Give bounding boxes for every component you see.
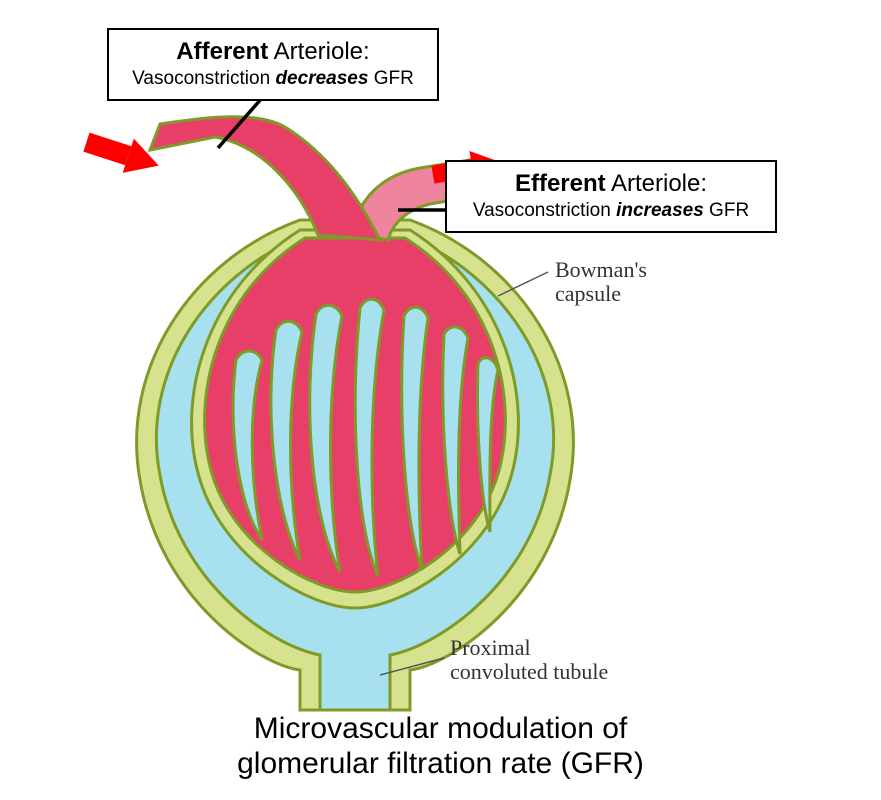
efferent-title-bold: Efferent bbox=[515, 170, 606, 197]
caption-line1: Microvascular modulation of bbox=[254, 712, 628, 745]
afferent-arteriole bbox=[150, 117, 380, 240]
efferent-sub-pre: Vasoconstriction bbox=[473, 200, 616, 221]
afferent-sub-pre: Vasoconstriction bbox=[132, 68, 275, 89]
afferent-title-rest: Arteriole: bbox=[268, 38, 369, 65]
afferent-callout: Afferent Arteriole: Vasoconstriction dec… bbox=[107, 28, 439, 101]
efferent-callout: Efferent Arteriole: Vasoconstriction inc… bbox=[445, 160, 777, 233]
afferent-arrow bbox=[81, 125, 164, 183]
pct-label-l2: convoluted tubule bbox=[450, 659, 608, 684]
afferent-callout-sub: Vasoconstriction decreases GFR bbox=[123, 68, 423, 90]
caption-line2: glomerular filtration rate (GFR) bbox=[237, 747, 644, 780]
efferent-callout-title: Efferent Arteriole: bbox=[461, 170, 761, 198]
efferent-callout-sub: Vasoconstriction increases GFR bbox=[461, 200, 761, 222]
bowman-label-l1: Bowman's bbox=[555, 257, 647, 282]
afferent-callout-title: Afferent Arteriole: bbox=[123, 38, 423, 66]
afferent-sub-em: decreases bbox=[275, 68, 368, 89]
bowman-label: Bowman's capsule bbox=[555, 258, 647, 306]
pct-label: Proximal convoluted tubule bbox=[450, 636, 608, 684]
glomerulus-diagram bbox=[0, 0, 881, 800]
afferent-title-bold: Afferent bbox=[176, 38, 268, 65]
figure-caption: Microvascular modulation of glomerular f… bbox=[0, 712, 881, 781]
afferent-sub-post: GFR bbox=[368, 68, 413, 89]
efferent-title-rest: Arteriole: bbox=[606, 170, 707, 197]
bowman-label-l2: capsule bbox=[555, 281, 621, 306]
diagram-stage: Afferent Arteriole: Vasoconstriction dec… bbox=[0, 0, 881, 800]
efferent-sub-em: increases bbox=[616, 200, 704, 221]
pct-label-l1: Proximal bbox=[450, 635, 531, 660]
efferent-sub-post: GFR bbox=[704, 200, 749, 221]
